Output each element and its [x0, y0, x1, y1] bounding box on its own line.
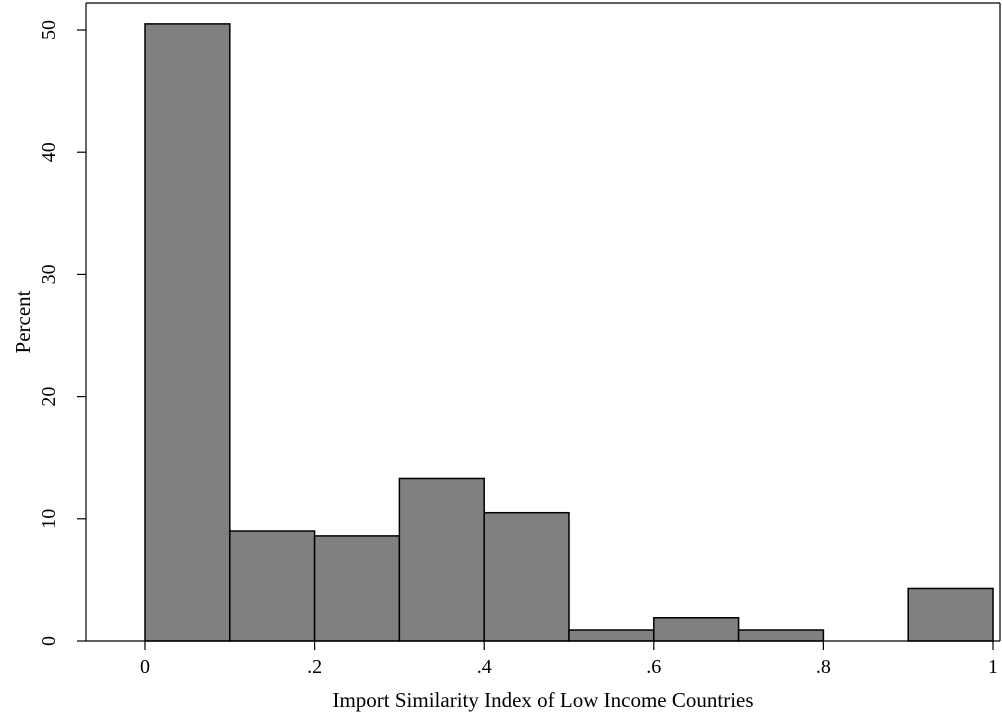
y-tick-label: 50	[38, 20, 60, 40]
histogram-bar	[737, 629, 825, 642]
histogram-bar	[568, 629, 655, 642]
bars-group	[144, 23, 994, 642]
y-tick-label: 0	[38, 636, 60, 646]
y-tick-label: 10	[38, 509, 60, 529]
y-tick-label: 30	[38, 264, 60, 284]
y-axis-title: Percent	[11, 290, 35, 353]
histogram-bar	[398, 477, 485, 642]
histogram-bar	[144, 23, 231, 642]
y-tick-label: 40	[38, 142, 60, 162]
histogram-bar	[653, 617, 740, 642]
x-axis: 0 .2 .4 .6 .8 1	[86, 640, 1000, 678]
x-axis-title: Import Similarity Index of Low Income Co…	[332, 688, 753, 712]
x-tick-label: .4	[477, 656, 492, 678]
x-tick-label: 0	[140, 656, 150, 678]
x-tick-label: .6	[646, 656, 661, 678]
histogram-bar	[229, 530, 316, 642]
histogram-bar	[907, 587, 994, 642]
x-tick-label: .8	[816, 656, 831, 678]
histogram-bar	[313, 535, 401, 642]
x-tick-label: 1	[988, 656, 998, 678]
x-tick-label: .2	[307, 656, 322, 678]
y-axis: 0 10 20 30 40 50	[38, 3, 87, 646]
y-tick-label: 20	[38, 387, 60, 407]
histogram-bar	[483, 511, 570, 642]
